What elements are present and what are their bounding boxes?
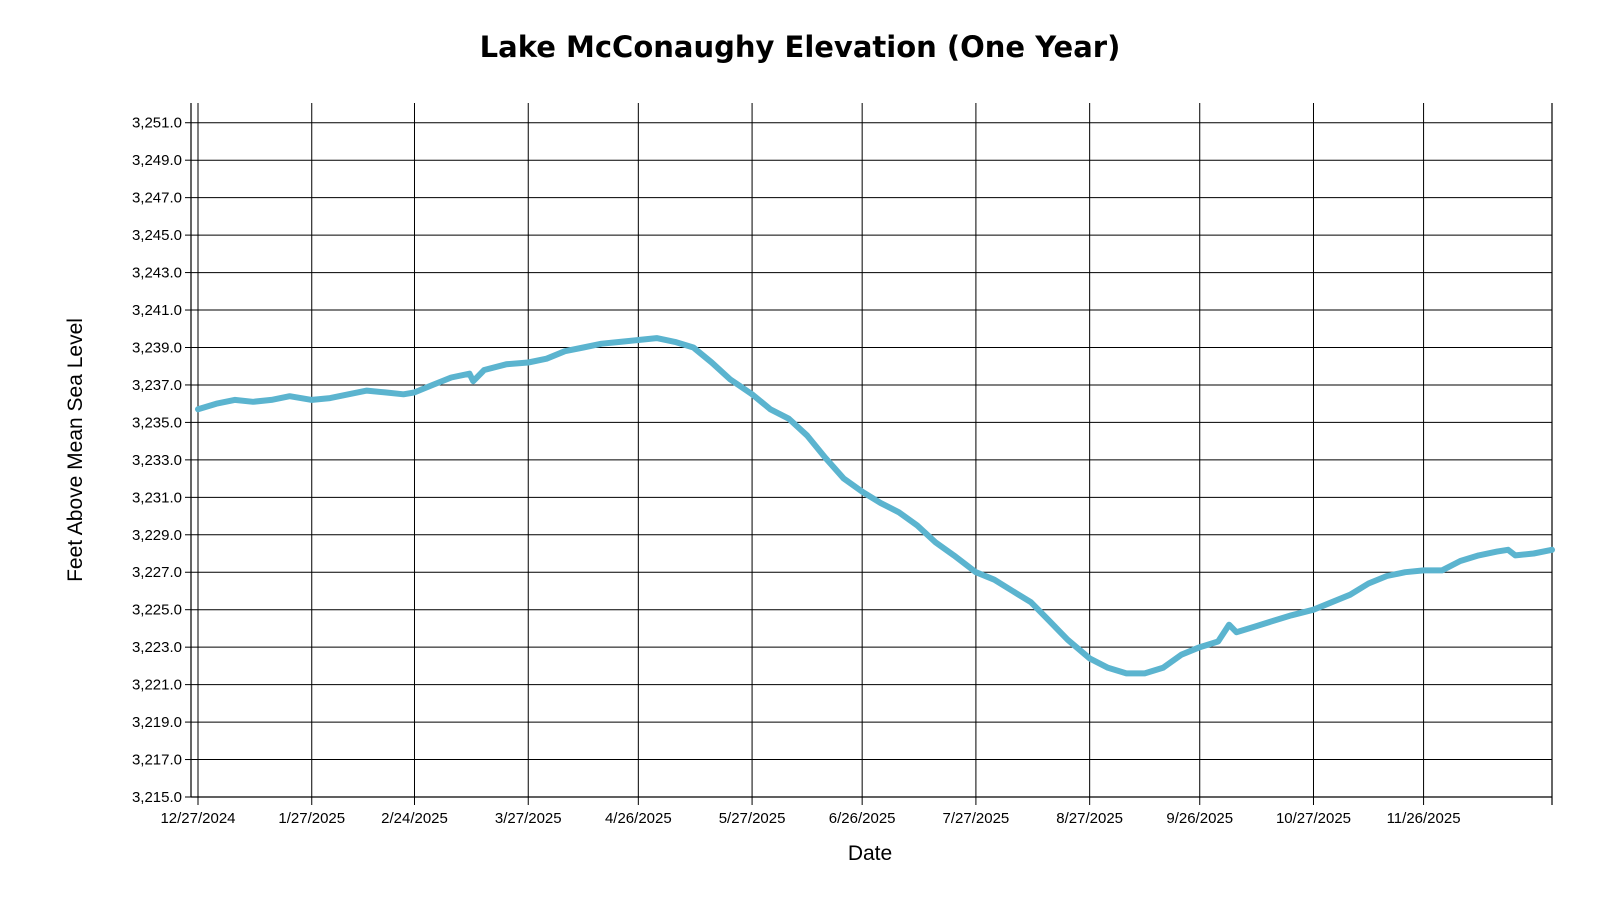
y-tick-label: 3,241.0 <box>132 302 182 319</box>
y-tick-label: 3,233.0 <box>132 452 182 469</box>
y-tick-label: 3,219.0 <box>132 714 182 731</box>
grid-layer <box>191 103 1552 805</box>
y-tick-label: 3,221.0 <box>132 677 182 694</box>
x-tick-label: 1/27/2025 <box>278 810 345 827</box>
y-tick-label: 3,227.0 <box>132 564 182 581</box>
y-tick-label: 3,215.0 <box>132 789 182 806</box>
x-axis-label: Date <box>847 842 893 865</box>
y-tick-label: 3,237.0 <box>132 377 182 394</box>
x-tick-label: 7/27/2025 <box>943 810 1010 827</box>
x-tick-label: 9/26/2025 <box>1166 810 1233 827</box>
y-tick-label: 3,251.0 <box>132 115 182 132</box>
x-tick-label: 5/27/2025 <box>719 810 786 827</box>
y-tick-label: 3,245.0 <box>132 227 182 244</box>
y-tick-label: 3,231.0 <box>132 489 182 506</box>
x-tick-labels: 12/27/2024 1/27/2025 2/24/2025 3/27/2025 4/2… <box>160 810 1460 827</box>
y-tick-label: 3,235.0 <box>132 414 182 431</box>
y-tick-labels: 3,215.0 3,217.0 3,219.0 3,221.0 3,223.0 3,225… <box>132 115 182 806</box>
elevation-series-line <box>195 335 1555 677</box>
chart-title: Lake McConaughy Elevation (One Year) <box>479 30 1121 64</box>
axes-layer <box>185 103 1553 805</box>
x-tick-label: 2/24/2025 <box>381 810 448 827</box>
y-tick-label: 3,247.0 <box>132 190 182 207</box>
y-tick-label: 3,225.0 <box>132 602 182 619</box>
x-tick-label: 3/27/2025 <box>495 810 562 827</box>
y-axis-label: Feet Above Mean Sea Level <box>64 318 87 582</box>
y-tick-label: 3,217.0 <box>132 752 182 769</box>
y-tick-label: 3,239.0 <box>132 339 182 356</box>
x-tick-label: 12/27/2024 <box>160 810 235 827</box>
series-layer <box>195 335 1555 677</box>
x-tick-label: 10/27/2025 <box>1276 810 1351 827</box>
x-tick-label: 6/26/2025 <box>829 810 896 827</box>
y-tick-label: 3,223.0 <box>132 639 182 656</box>
y-tick-label: 3,243.0 <box>132 265 182 282</box>
x-tick-label: 4/26/2025 <box>605 810 672 827</box>
x-tick-label: 8/27/2025 <box>1056 810 1123 827</box>
x-tick-label: 11/26/2025 <box>1387 810 1461 827</box>
y-tick-label: 3,229.0 <box>132 527 182 544</box>
y-tick-label: 3,249.0 <box>132 152 182 169</box>
